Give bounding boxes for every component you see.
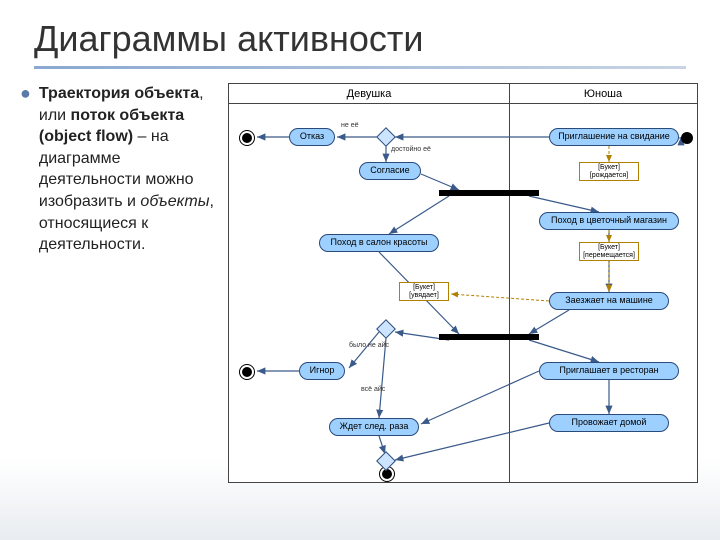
initial-node: [681, 132, 693, 144]
obj-move: [Букет] [перемещается]: [579, 242, 639, 261]
final-f1: [239, 130, 255, 146]
bullet-dot: ●: [20, 83, 31, 256]
node-home: Провожает домой: [549, 414, 669, 432]
lane-girl: Девушка: [229, 84, 509, 104]
obj-move-l2: [перемещается]: [582, 252, 636, 260]
bullet-text: ● Траектория объекта, или поток объекта …: [20, 83, 220, 483]
lane-divider: [509, 84, 510, 482]
node-salon: Поход в салон красоты: [319, 234, 439, 252]
fork-bar: [439, 190, 539, 196]
node-agree: Согласие: [359, 162, 421, 180]
decision-d2: [376, 319, 396, 339]
obj-buy-l1: [Букет]: [582, 164, 636, 172]
guard-ne-e: не её: [341, 122, 359, 129]
obj-buy-l2: [рождается]: [582, 172, 636, 180]
join-bar: [439, 334, 539, 340]
decision-d1: [376, 127, 396, 147]
node-invite: Приглашение на свидание: [549, 128, 679, 146]
txt-b1: Траектория объекта: [39, 85, 199, 102]
guard-bylo: было не айс: [349, 342, 389, 349]
node-flower: Поход в цветочный магазин: [539, 212, 679, 230]
node-ignore: Игнор: [299, 362, 345, 380]
obj-give: [Букет] [увядает]: [399, 282, 449, 301]
node-refuse: Отказ: [289, 128, 335, 146]
activity-diagram: Девушка Юноша: [228, 83, 698, 483]
page-title: Диаграммы активности: [0, 0, 720, 66]
obj-give-l2: [увядает]: [402, 292, 446, 300]
final-f2: [239, 364, 255, 380]
lane-boy: Юноша: [509, 84, 697, 104]
node-rest: Приглашает в ресторан: [539, 362, 679, 380]
obj-buy: [Букет] [рождается]: [579, 162, 639, 181]
node-car: Заезжает на машине: [549, 292, 669, 310]
content-row: ● Траектория объекта, или поток объекта …: [0, 69, 720, 483]
guard-dost: достойно её: [391, 146, 431, 153]
node-waitnext: Ждет след. раза: [329, 418, 419, 436]
obj-move-l1: [Букет]: [582, 244, 636, 252]
obj-give-l1: [Букет]: [402, 284, 446, 292]
guard-vsyo: всё айс: [361, 386, 385, 393]
txt-b5: объекты: [140, 193, 209, 210]
